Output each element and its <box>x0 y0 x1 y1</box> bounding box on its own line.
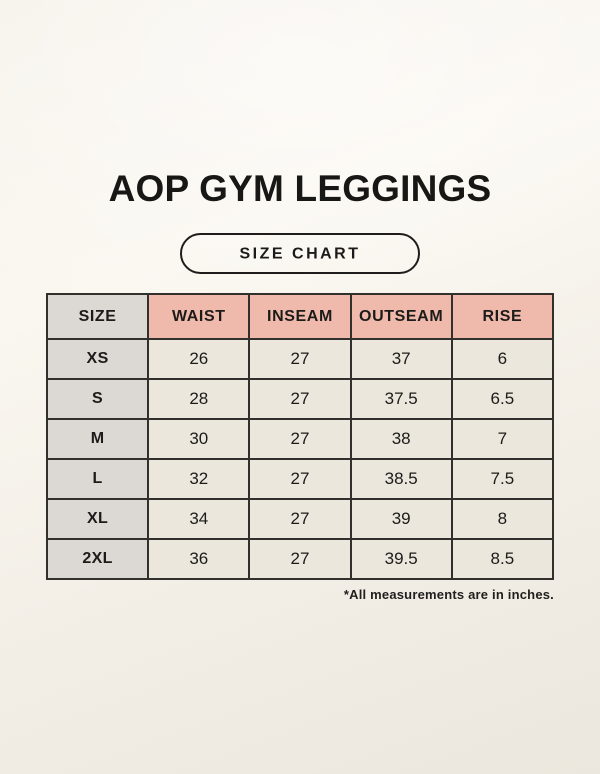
col-header-rise: RISE <box>450 293 555 340</box>
col-header-size: SIZE <box>45 293 150 340</box>
table-row: M 30 27 38 7 <box>45 418 555 460</box>
table-row: XL 34 27 39 8 <box>45 498 555 540</box>
measurement-cell: 27 <box>248 338 352 380</box>
measurement-cell: 27 <box>248 378 352 420</box>
measurement-cell: 7 <box>450 418 555 460</box>
size-label-cell: L <box>45 458 150 500</box>
measurement-cell: 6 <box>450 338 555 380</box>
table-row: XS 26 27 37 6 <box>45 338 555 380</box>
table-row: 2XL 36 27 39.5 8.5 <box>45 538 555 580</box>
page-title: AOP GYM LEGGINGS <box>108 168 492 209</box>
size-label-cell: M <box>45 418 150 460</box>
size-label-cell: XS <box>45 338 150 380</box>
measurement-cell: 6.5 <box>450 378 555 420</box>
measurement-cell: 39 <box>349 498 453 540</box>
measurement-cell: 28 <box>147 378 251 420</box>
measurement-cell: 38 <box>349 418 453 460</box>
measurement-cell: 34 <box>147 498 251 540</box>
col-header-waist: WAIST <box>147 293 251 340</box>
size-table-body: XS 26 27 37 6 S 28 27 37.5 6.5 M 30 27 38 7 L 32 27 38.5 7.… <box>45 338 555 580</box>
measurement-cell: 8 <box>450 498 555 540</box>
measurement-cell: 26 <box>147 338 251 380</box>
header-row: SIZE WAIST INSEAM OUTSEAM RISE <box>45 293 555 340</box>
size-table-section: SIZE WAIST INSEAM OUTSEAM RISE XS 26 27 37 6… <box>45 293 555 602</box>
size-label-cell: S <box>45 378 150 420</box>
measurement-cell: 8.5 <box>450 538 555 580</box>
size-table: SIZE WAIST INSEAM OUTSEAM RISE XS 26 27 37 6… <box>45 293 555 580</box>
measurement-cell: 32 <box>147 458 251 500</box>
size-label-cell: 2XL <box>45 538 150 580</box>
table-row: L 32 27 38.5 7.5 <box>45 458 555 500</box>
measurement-cell: 27 <box>248 458 352 500</box>
measurement-cell: 37 <box>349 338 453 380</box>
measurements-footnote: *All measurements are in inches. <box>343 587 554 602</box>
col-header-inseam: INSEAM <box>248 293 352 340</box>
measurement-cell: 27 <box>248 498 352 540</box>
measurement-cell: 7.5 <box>450 458 555 500</box>
measurement-cell: 36 <box>147 538 251 580</box>
size-chart-badge-label: SIZE CHART <box>239 245 361 262</box>
measurement-cell: 39.5 <box>349 538 453 580</box>
table-row: S 28 27 37.5 6.5 <box>45 378 555 420</box>
measurement-cell: 37.5 <box>349 378 453 420</box>
size-chart-badge: SIZE CHART <box>180 233 420 274</box>
measurement-cell: 27 <box>248 538 352 580</box>
measurement-cell: 27 <box>248 418 352 460</box>
size-table-head: SIZE WAIST INSEAM OUTSEAM RISE <box>45 293 555 340</box>
size-label-cell: XL <box>45 498 150 540</box>
measurement-cell: 30 <box>147 418 251 460</box>
col-header-outseam: OUTSEAM <box>349 293 453 340</box>
measurement-cell: 38.5 <box>349 458 453 500</box>
